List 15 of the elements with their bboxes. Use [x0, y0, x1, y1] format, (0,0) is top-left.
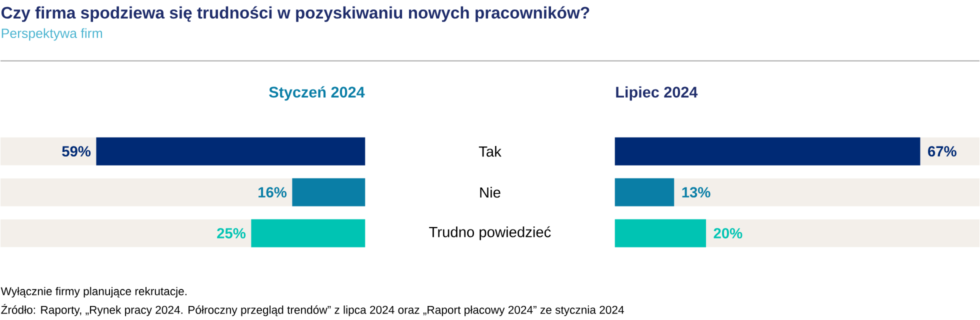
data-label: 59% [62, 146, 91, 157]
y-tick-label: Nie [480, 187, 500, 198]
data-label: 25% [217, 228, 246, 239]
chart-title: Czy firma spodziewa się trudności w pozyskiwaniu nowych pracowników? [1, 6, 590, 22]
chart-subtitle: Perspektywa firm [2, 28, 102, 41]
x-axis-title: Lipiec 2024 [616, 86, 698, 101]
data-label: 67% [928, 146, 956, 157]
data-label: 13% [682, 187, 710, 198]
y-tick-label: Trudno powiedzieć [429, 226, 551, 240]
text: Źródło: Raporty, „Rynek pracy 2024. Półroczny przegląd trendów” z lipca 2024 oraz „Raport płacowy 2024” ze stycznia 2024 [1, 304, 624, 316]
data-label: 20% [714, 228, 742, 239]
y-tick-label: Tak [478, 146, 502, 157]
text: Wyłącznie firmy planujące rekrutacje. [0, 287, 186, 298]
x-axis-title: Styczeń 2024 [269, 86, 365, 101]
data-label: 16% [258, 187, 287, 198]
